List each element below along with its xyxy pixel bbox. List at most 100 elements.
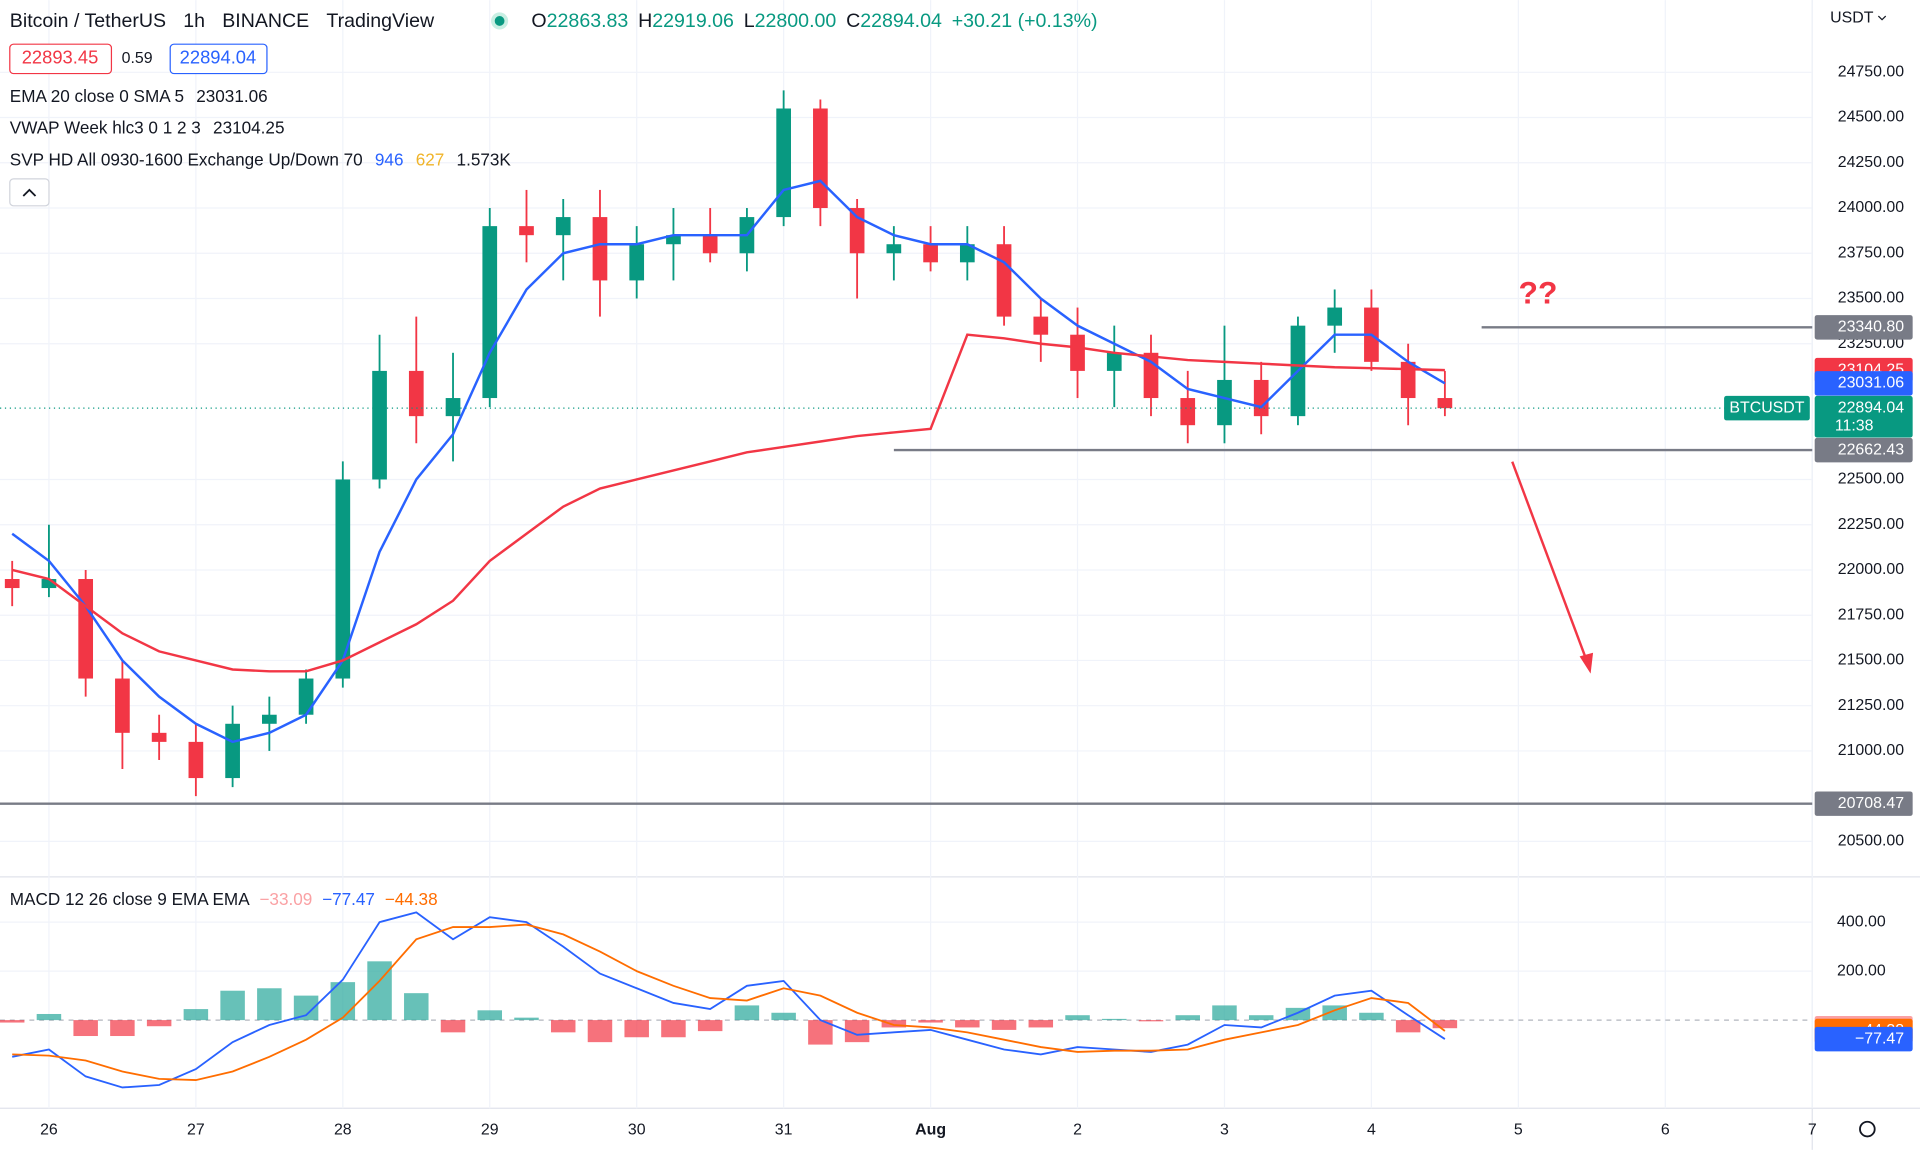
candle-body [1180, 398, 1196, 426]
histogram-bar [73, 1020, 98, 1037]
histogram-bar [955, 1020, 980, 1028]
x-tick-label: 6 [1661, 1122, 1670, 1139]
histogram-bar [697, 1020, 723, 1032]
macd-line [12, 911, 1446, 1089]
ohlc: O22863.83 H22919.06 L22800.00 C22894.04 +30.… [531, 10, 1097, 32]
macd-value: −77.47 [322, 889, 375, 909]
candle-body [408, 370, 424, 417]
histogram-bar [1138, 1020, 1164, 1022]
ohlc-key: H [638, 10, 652, 32]
price-tag-label: 22894.04 [1838, 399, 1904, 416]
bid-box[interactable] [9, 43, 113, 75]
exchange: BINANCE [222, 10, 309, 32]
price-tag-label: 22662.43 [1838, 441, 1904, 458]
arrow-shaft [1511, 461, 1589, 662]
settings-icon[interactable] [1859, 1120, 1876, 1138]
histogram-bar [220, 990, 245, 1021]
histogram-bar [257, 988, 282, 1021]
histogram-bar [36, 1013, 62, 1021]
indicator-legend: VWAP Week hlc3 0 1 2 3 23104.25 [10, 117, 285, 137]
ohlc-key: C [846, 10, 860, 32]
histogram-bar [1432, 1020, 1458, 1029]
symbol[interactable]: Bitcoin / TetherUS [10, 10, 166, 32]
ask-box[interactable] [169, 43, 268, 75]
price-tag [1814, 395, 1913, 438]
candle-body [996, 244, 1012, 317]
interval[interactable]: 1h [183, 10, 205, 32]
histogram-bar [440, 1020, 466, 1033]
y-tick-label: 23750.00 [1838, 244, 1904, 261]
candle-body [372, 370, 387, 480]
candle-body [188, 741, 204, 779]
ohlc-key: L [744, 10, 755, 32]
price-tag [1814, 315, 1913, 340]
collapse-button[interactable] [9, 178, 50, 207]
ohlc-value: 22894.04 [860, 10, 942, 32]
histogram-bar [183, 1009, 209, 1021]
indicator-line [11, 333, 1445, 673]
macd-legend: MACD 12 26 close 9 EMA EMA −33.09 −77.47 −4… [10, 889, 438, 909]
indicator-value: 1.573K [457, 149, 512, 169]
x-tick-label: 3 [1220, 1122, 1229, 1139]
histogram-bar [844, 1020, 870, 1043]
candle-body [555, 217, 571, 236]
macd-tick-label: 400.00 [1837, 913, 1886, 930]
candle-body [1070, 334, 1085, 371]
indicator-legend: EMA 20 close 0 SMA 5 23031.06 [10, 85, 268, 105]
histogram-bar [918, 1020, 943, 1023]
histogram-bar [404, 993, 429, 1021]
histogram-bar [1028, 1020, 1054, 1028]
macd-value: −44.38 [385, 889, 438, 909]
y-tick-label: 22000.00 [1838, 561, 1904, 578]
y-tick-label: 21500.00 [1838, 652, 1904, 669]
x-tick-label: 4 [1367, 1122, 1376, 1139]
candle-body [959, 244, 975, 263]
bid[interactable]: 22893.45 [22, 47, 99, 68]
candle-body [849, 208, 865, 254]
macd-line [12, 923, 1446, 1082]
histogram-bar [881, 1020, 907, 1028]
x-tick-label: 2 [1073, 1122, 1082, 1139]
ohlc-value: 22919.06 [652, 10, 734, 32]
price-tag-label: 23340.80 [1838, 319, 1904, 336]
y-tick-label: 21250.00 [1838, 697, 1904, 714]
histogram-bar [477, 1010, 503, 1021]
macd-tick-label: 200.00 [1837, 962, 1886, 979]
indicator-value: 23104.25 [213, 117, 284, 137]
ohlc-key: O [531, 10, 546, 32]
candle-body [4, 579, 20, 589]
price-tag-label: −77.47 [1855, 1030, 1904, 1047]
y-tick-label: 24500.00 [1838, 109, 1904, 126]
histogram-bar [1395, 1020, 1421, 1033]
candle-body [115, 678, 130, 733]
candle-body [886, 244, 902, 254]
price-tag-label: 23031.06 [1838, 375, 1904, 392]
candle-body [776, 108, 791, 218]
candle-body [666, 235, 681, 245]
x-tick-label: 26 [40, 1122, 58, 1139]
candle-body [1106, 352, 1122, 371]
x-tick-label: 27 [187, 1122, 205, 1139]
ask[interactable]: 22894.04 [180, 47, 257, 68]
arrow-head [1579, 652, 1594, 674]
currency-caret [1877, 15, 1887, 21]
annotation: ?? [1519, 275, 1558, 311]
candle-body [519, 226, 534, 236]
x-tick-label: 31 [775, 1122, 793, 1139]
histogram-bar [587, 1020, 613, 1043]
y-tick-label: 21000.00 [1838, 742, 1904, 759]
symbol-tag-label: BTCUSDT [1729, 399, 1804, 416]
y-tick-label: 24250.00 [1838, 154, 1904, 171]
candle-body [225, 723, 240, 779]
indicator-value: 23031.06 [196, 85, 267, 105]
indicator-name: VWAP Week hlc3 0 1 2 3 [10, 117, 201, 137]
change: +30.21 (+0.13%) [952, 10, 1098, 32]
indicator-name: EMA 20 close 0 SMA 5 [10, 85, 184, 105]
ohlc-value: 22800.00 [755, 10, 837, 32]
candle-body [298, 678, 314, 715]
histogram-bar [1065, 1015, 1090, 1021]
currency[interactable]: USDT [1830, 10, 1874, 27]
candle-body [923, 244, 938, 263]
